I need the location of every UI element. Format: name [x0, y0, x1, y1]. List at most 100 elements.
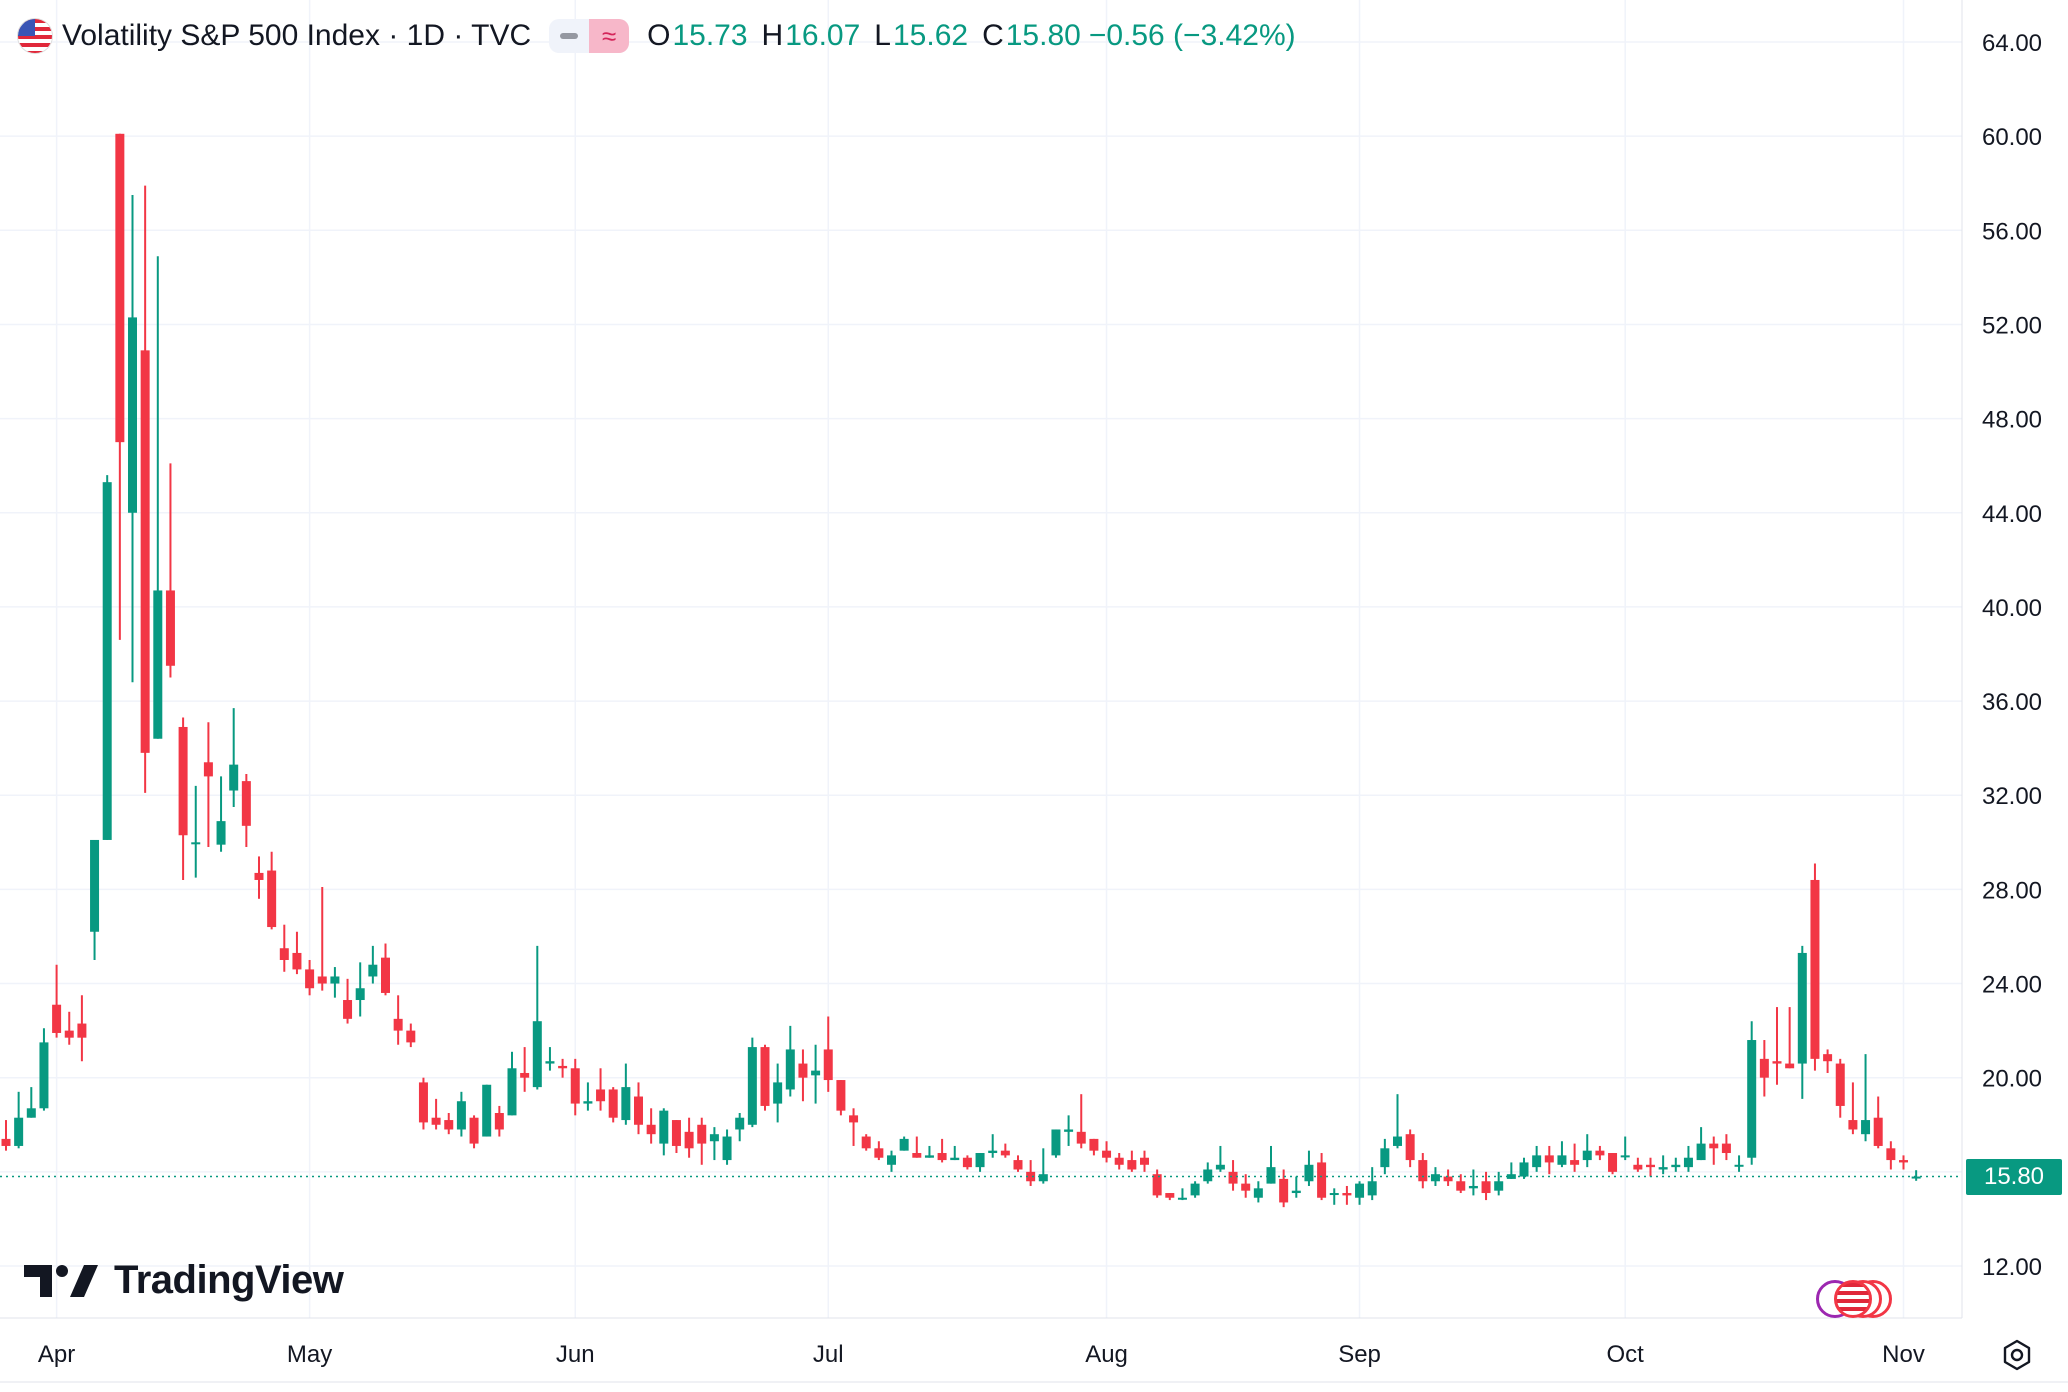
tradingview-logo[interactable]: TradingView: [22, 1258, 344, 1303]
candle[interactable]: [1848, 1082, 1858, 1135]
candle[interactable]: [1557, 1141, 1567, 1168]
candle[interactable]: [1608, 1153, 1618, 1175]
candle[interactable]: [1544, 1145, 1554, 1175]
candle[interactable]: [1620, 1136, 1630, 1161]
candle[interactable]: [798, 1049, 808, 1102]
candle[interactable]: [823, 1016, 833, 1092]
candle[interactable]: [1772, 1007, 1782, 1085]
candle[interactable]: [1658, 1155, 1668, 1175]
candle[interactable]: [570, 1058, 580, 1116]
candle[interactable]: [1026, 1160, 1036, 1186]
candle[interactable]: [697, 1117, 707, 1165]
candle[interactable]: [1253, 1181, 1263, 1203]
candle[interactable]: [899, 1136, 909, 1151]
candle[interactable]: [39, 1028, 49, 1111]
candle[interactable]: [1468, 1169, 1478, 1196]
candle[interactable]: [1127, 1150, 1137, 1172]
candle[interactable]: [1886, 1141, 1896, 1170]
candle[interactable]: [874, 1141, 884, 1161]
candle[interactable]: [811, 1044, 821, 1104]
us-flag-badge-icon[interactable]: [1834, 1280, 1872, 1318]
candle[interactable]: [608, 1087, 618, 1123]
candle[interactable]: [950, 1145, 960, 1161]
candle[interactable]: [1304, 1150, 1314, 1186]
candle[interactable]: [1810, 863, 1820, 1071]
candle[interactable]: [735, 1113, 745, 1142]
candle[interactable]: [52, 964, 62, 1038]
candle[interactable]: [1835, 1058, 1845, 1118]
candle[interactable]: [861, 1134, 871, 1151]
candle[interactable]: [355, 962, 365, 1017]
candle[interactable]: [1102, 1141, 1112, 1163]
candle[interactable]: [1342, 1185, 1352, 1205]
candle[interactable]: [1329, 1188, 1339, 1205]
candle[interactable]: [1532, 1145, 1542, 1172]
candle[interactable]: [747, 1037, 757, 1128]
candle[interactable]: [102, 475, 112, 840]
candle[interactable]: [482, 1084, 492, 1137]
candle[interactable]: [1355, 1181, 1365, 1205]
candles-layer[interactable]: [1, 133, 1921, 1208]
candle[interactable]: [1481, 1171, 1491, 1201]
candle[interactable]: [621, 1063, 631, 1125]
candle[interactable]: [1633, 1157, 1643, 1172]
candle[interactable]: [583, 1082, 593, 1111]
candle[interactable]: [684, 1117, 694, 1158]
candle[interactable]: [1582, 1134, 1592, 1168]
candle[interactable]: [305, 960, 315, 996]
candle[interactable]: [849, 1108, 859, 1146]
candle[interactable]: [494, 1105, 504, 1137]
candle[interactable]: [659, 1108, 669, 1156]
candle[interactable]: [178, 717, 188, 880]
candle[interactable]: [962, 1155, 972, 1170]
candle[interactable]: [988, 1134, 998, 1158]
candle[interactable]: [1759, 1040, 1769, 1097]
candle[interactable]: [115, 133, 125, 640]
candle[interactable]: [317, 887, 327, 991]
candle[interactable]: [773, 1063, 783, 1123]
price-axis[interactable]: 12.0016.0020.0024.0028.0032.0036.0040.00…: [1982, 30, 2042, 1281]
candle[interactable]: [1519, 1157, 1529, 1179]
candle[interactable]: [646, 1108, 656, 1144]
event-badges[interactable]: [1816, 1276, 1906, 1322]
candle[interactable]: [1038, 1148, 1048, 1184]
candle[interactable]: [241, 774, 251, 848]
candle[interactable]: [1899, 1155, 1908, 1170]
candle[interactable]: [785, 1025, 795, 1097]
candle[interactable]: [1785, 1007, 1795, 1069]
candle[interactable]: [330, 967, 340, 998]
candle[interactable]: [1279, 1169, 1289, 1208]
candle[interactable]: [507, 1051, 517, 1116]
candle[interactable]: [887, 1150, 896, 1172]
candle[interactable]: [444, 1113, 454, 1135]
candle[interactable]: [1291, 1176, 1301, 1198]
candle[interactable]: [1709, 1136, 1719, 1165]
candle[interactable]: [1911, 1170, 1921, 1181]
wave-icon[interactable]: ≈: [589, 19, 630, 53]
time-axis[interactable]: Apr May Jun Jul Aug Sep Oct Nov: [38, 1341, 1925, 1368]
candle[interactable]: [393, 995, 403, 1045]
candle[interactable]: [128, 195, 137, 683]
candle[interactable]: [975, 1153, 985, 1172]
candle[interactable]: [1456, 1174, 1466, 1194]
candle[interactable]: [1076, 1094, 1086, 1149]
candle[interactable]: [26, 1087, 36, 1118]
candle[interactable]: [532, 945, 542, 1090]
candle[interactable]: [343, 978, 353, 1024]
candle[interactable]: [1000, 1143, 1010, 1158]
candle[interactable]: [937, 1138, 947, 1163]
candle[interactable]: [671, 1120, 681, 1154]
candle[interactable]: [596, 1068, 606, 1111]
candle[interactable]: [1823, 1049, 1833, 1073]
candle[interactable]: [1861, 1054, 1871, 1142]
candle[interactable]: [203, 722, 213, 848]
candle[interactable]: [64, 1011, 74, 1045]
candle[interactable]: [267, 851, 277, 930]
candle[interactable]: [1203, 1162, 1213, 1184]
candle[interactable]: [1215, 1145, 1225, 1172]
candle[interactable]: [1646, 1157, 1655, 1177]
candle[interactable]: [381, 943, 390, 996]
candle[interactable]: [1228, 1160, 1238, 1191]
candle[interactable]: [431, 1098, 441, 1130]
